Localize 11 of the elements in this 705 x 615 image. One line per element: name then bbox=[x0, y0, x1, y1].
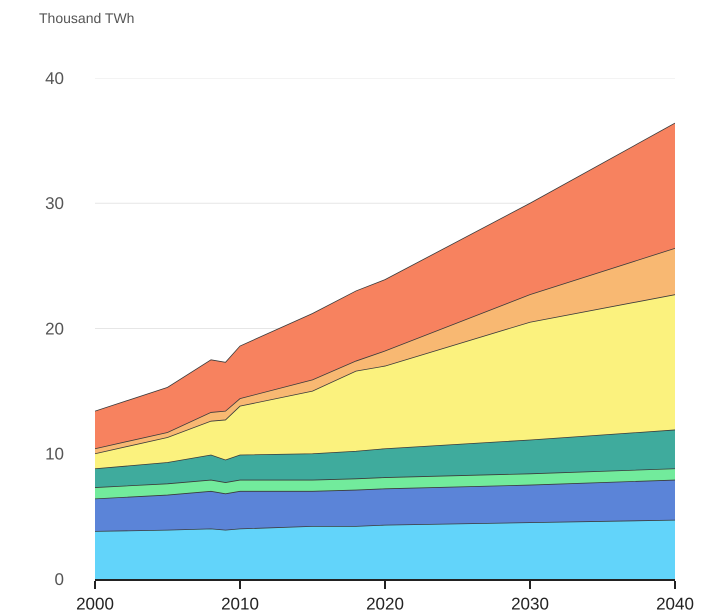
x-tick-label: 2040 bbox=[656, 594, 694, 614]
x-tick-label: 2020 bbox=[366, 594, 404, 614]
x-tick-label: 2010 bbox=[221, 594, 259, 614]
y-axis-title: Thousand TWh bbox=[39, 10, 134, 26]
x-tick-label: 2000 bbox=[76, 594, 114, 614]
y-tick-label: 30 bbox=[45, 194, 64, 214]
y-tick-label: 40 bbox=[45, 68, 64, 88]
y-tick-label: 20 bbox=[45, 319, 64, 338]
x-tick-label: 2030 bbox=[511, 594, 549, 614]
y-tick-label: 10 bbox=[45, 444, 64, 464]
y-tick-label: 0 bbox=[54, 570, 64, 589]
